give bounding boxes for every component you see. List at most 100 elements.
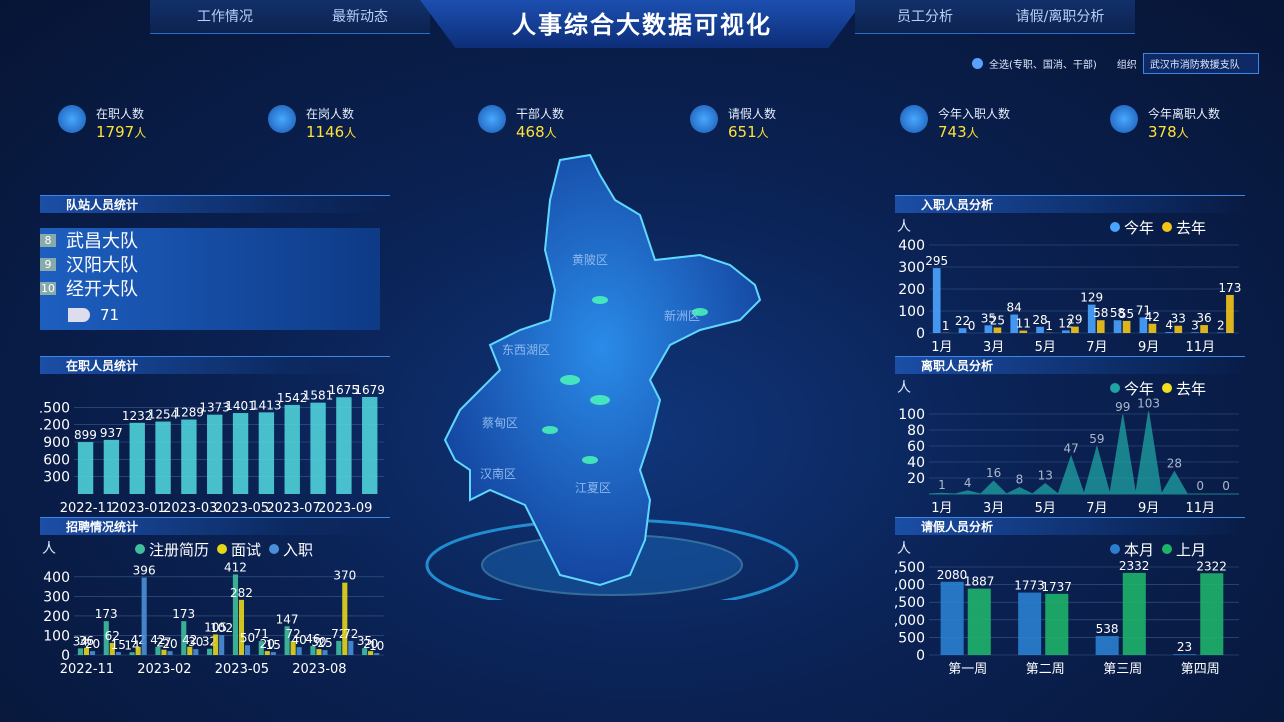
stat-icon xyxy=(58,105,86,133)
data-label: 1 xyxy=(942,319,950,333)
data-label: 282 xyxy=(230,586,253,600)
data-label: 33 xyxy=(1171,312,1186,326)
data-label: 15 xyxy=(266,638,281,652)
data-label: 0 xyxy=(1196,479,1204,493)
bar xyxy=(89,651,96,655)
bar xyxy=(342,582,348,655)
legend-label: 本月 xyxy=(1124,541,1154,559)
bar xyxy=(362,648,368,655)
data-label: 0 xyxy=(1222,479,1230,493)
org-select[interactable]: 武汉市消防救援支队 xyxy=(1142,53,1259,74)
data-label: 103 xyxy=(1137,397,1160,411)
stat-card: 请假人数 651人 xyxy=(682,95,882,155)
bar xyxy=(129,652,135,655)
map: 黄陂区 新洲区 东西湖区 蔡甸区 汉南区 江夏区 xyxy=(425,153,799,600)
bar xyxy=(258,412,275,494)
data-label: 30 xyxy=(311,635,326,649)
legend-swatch xyxy=(1162,544,1173,554)
legend-label: 入职 xyxy=(283,541,313,559)
map-dot xyxy=(592,296,608,304)
bar xyxy=(362,396,378,494)
legend-label: 今年 xyxy=(1124,219,1154,237)
y-tick-label: 60 xyxy=(907,439,925,455)
stat-card: 在职人数 1797人 xyxy=(50,95,250,155)
map-dot xyxy=(542,426,558,434)
data-label: 370 xyxy=(333,569,356,583)
data-label: 937 xyxy=(100,426,123,440)
data-label: 4 xyxy=(964,476,972,490)
data-label: 25 xyxy=(317,636,332,650)
x-tick-label: 11月 xyxy=(1185,501,1215,516)
data-label: 8 xyxy=(1016,473,1024,487)
x-tick-label: 5月 xyxy=(1035,340,1056,355)
nav-tab[interactable]: 请假/离职分析 xyxy=(985,0,1135,34)
checkbox-label[interactable]: 全选(专职、国消、干部) xyxy=(989,60,1097,71)
data-label: 538 xyxy=(1096,622,1119,636)
stat-card: 在岗人数 1146人 xyxy=(260,95,460,155)
y-tick-label: 1,500 xyxy=(895,595,925,611)
bar xyxy=(193,649,199,655)
data-label: 396 xyxy=(133,564,156,578)
stat-icon xyxy=(478,105,506,133)
bar xyxy=(1122,320,1131,333)
bar xyxy=(1010,314,1019,333)
district-label: 新洲区 xyxy=(664,308,700,323)
data-label: 84 xyxy=(1007,301,1022,315)
data-label: 35 xyxy=(357,634,372,648)
data-label: 62 xyxy=(105,629,120,643)
chart: 300600900120015002022-112023-012023-0320… xyxy=(40,383,385,516)
data-label: 2332 xyxy=(1119,559,1150,573)
data-label: 147 xyxy=(276,612,299,626)
bar xyxy=(232,574,238,655)
bar xyxy=(187,646,193,655)
bar xyxy=(238,599,245,655)
data-label: 1 xyxy=(1045,319,1053,333)
data-label: 1737 xyxy=(1041,580,1072,594)
y-tick-label: 200 xyxy=(43,609,70,625)
bar xyxy=(1173,654,1197,655)
district-label: 江夏区 xyxy=(575,481,611,495)
bar xyxy=(932,268,941,333)
data-label: 1254 xyxy=(148,408,179,422)
nav-tab[interactable]: 工作情况 xyxy=(150,0,300,34)
data-label: 72 xyxy=(285,627,300,641)
data-label: 102 xyxy=(210,621,233,635)
bar xyxy=(290,640,296,655)
data-label: 40 xyxy=(291,633,306,647)
bar xyxy=(336,397,352,494)
data-label: 1373 xyxy=(199,401,230,415)
data-label: 129 xyxy=(1080,291,1103,305)
bar xyxy=(1071,326,1079,333)
data-label: 2322 xyxy=(1196,559,1227,573)
stat-card: 今年离职人数 378人 xyxy=(1102,95,1284,155)
data-label: 99 xyxy=(1115,400,1130,414)
nav-tab[interactable]: 最新动态 xyxy=(290,0,430,34)
checkbox[interactable] xyxy=(972,58,983,69)
data-label: 71 xyxy=(254,627,269,641)
y-axis-unit: 人 xyxy=(42,541,56,557)
bar xyxy=(77,648,83,655)
data-label: 42 xyxy=(182,633,197,647)
data-label: 899 xyxy=(74,428,97,442)
legend-swatch xyxy=(1110,222,1120,232)
y-tick-label: 400 xyxy=(43,570,70,586)
stat-number: 468 xyxy=(516,123,545,141)
legend-swatch xyxy=(135,544,145,554)
data-label: 173 xyxy=(172,607,195,621)
bar xyxy=(322,650,328,655)
y-tick-label: 100 xyxy=(898,407,925,423)
bar xyxy=(336,640,342,655)
bar xyxy=(161,649,167,655)
y-tick-label: 100 xyxy=(898,304,925,320)
map-region xyxy=(443,153,762,587)
y-axis-unit: 人 xyxy=(897,541,911,557)
nav-tab[interactable]: 员工分析 xyxy=(855,0,995,34)
ranking-row: 71 xyxy=(40,300,380,330)
data-label: 20 xyxy=(162,637,177,651)
bar xyxy=(1095,636,1119,655)
legend-swatch xyxy=(1110,383,1120,393)
data-label: 23 xyxy=(1177,640,1192,654)
data-label: 25 xyxy=(990,314,1005,328)
bar xyxy=(129,422,145,494)
